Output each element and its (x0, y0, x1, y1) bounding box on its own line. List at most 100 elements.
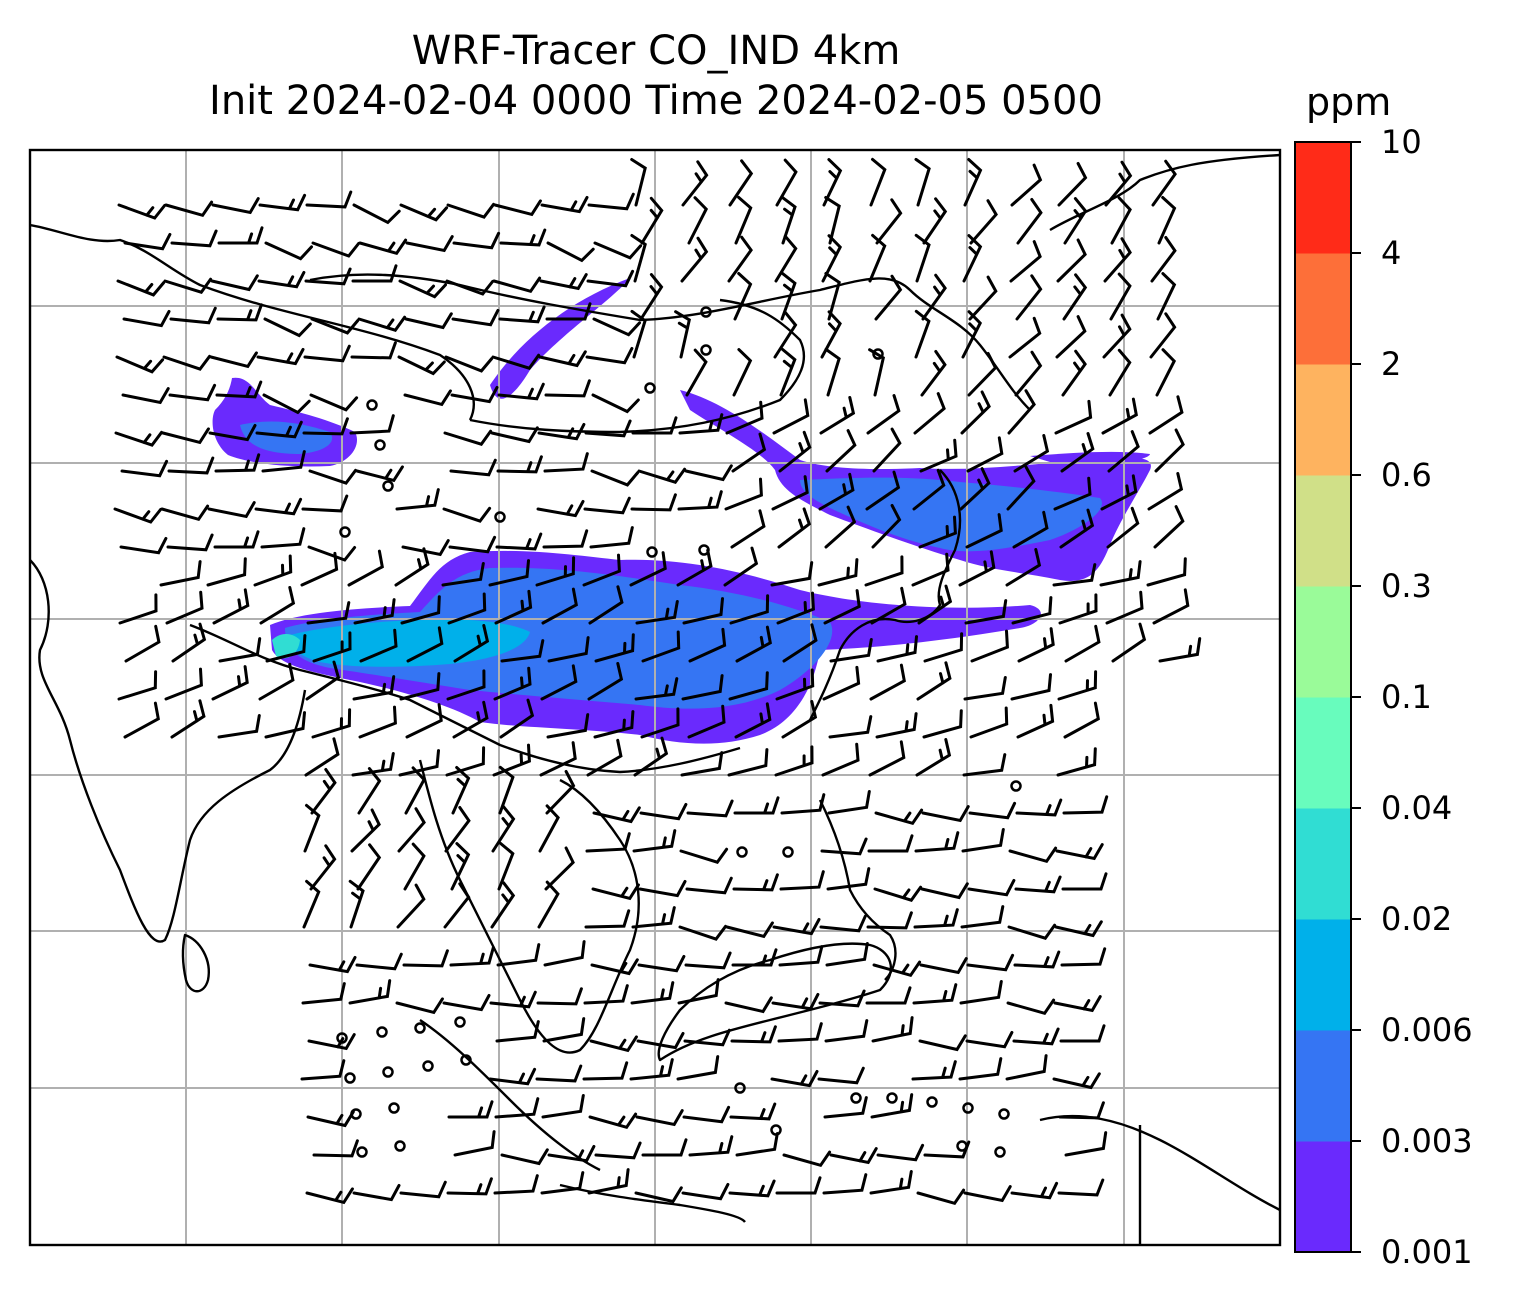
wind-barb (674, 310, 692, 359)
wind-barb (827, 790, 871, 815)
wind-barb (688, 1135, 734, 1157)
wind-barb (1099, 560, 1142, 587)
wind-barb (823, 589, 861, 625)
coastline-srilanka (181, 933, 210, 993)
wind-barb (780, 271, 797, 321)
wind-barb (911, 1060, 957, 1081)
wind-barb (824, 347, 841, 397)
wind-barb (630, 158, 647, 207)
wind-barb (164, 667, 203, 701)
wind-barb (207, 501, 256, 519)
wind-barb (352, 1184, 401, 1202)
wind-barb (405, 703, 443, 739)
wind-barb (822, 665, 861, 701)
wind-barb (923, 632, 964, 663)
wind-barb (403, 389, 452, 407)
wind-barb (734, 702, 772, 739)
wind-barb (677, 490, 723, 511)
wind-calm-marker (926, 1096, 938, 1108)
wind-barb (264, 241, 313, 261)
wind-barb (875, 712, 918, 739)
wind-barb (351, 264, 398, 283)
wind-barb (969, 706, 1009, 739)
wind-barb (634, 677, 679, 701)
wind-barb (395, 997, 444, 1015)
wind-barb (966, 953, 1015, 972)
wind-barb (826, 867, 871, 891)
wind-barb (920, 882, 969, 900)
wind-barb (775, 158, 798, 207)
wind-barb (677, 978, 720, 1005)
wind-calm-marker (382, 480, 394, 492)
wind-calm-marker (382, 1066, 394, 1078)
colorbar-units: ppm (1306, 80, 1392, 124)
wind-barb (259, 586, 296, 625)
wind-barb (355, 465, 404, 483)
wind-barb (491, 805, 516, 853)
wind-barb (357, 315, 407, 332)
wind-barb (728, 1179, 776, 1198)
wind-barb (1057, 1178, 1105, 1197)
wind-barb (723, 546, 759, 587)
wind-barb (1016, 198, 1043, 245)
wind-barb (494, 589, 533, 625)
wind-barb (685, 876, 733, 895)
wind-barb (591, 883, 640, 901)
wind-barb (1060, 947, 1107, 967)
wind-barb (542, 1017, 586, 1043)
wind-barb (1062, 273, 1088, 321)
coastline-indochina (418, 759, 640, 1054)
wind-barb (872, 427, 902, 473)
wind-barb (1053, 476, 1092, 511)
wind-barb (499, 698, 535, 739)
wind-barb (493, 666, 532, 701)
wind-barb (818, 989, 866, 1008)
wind-barb (1006, 998, 1056, 1016)
wind-barb (447, 592, 487, 625)
wind-barb (825, 429, 857, 473)
colorbar-segment (1295, 1141, 1351, 1253)
wind-barb (1054, 399, 1093, 435)
wind-barb (490, 881, 516, 929)
wind-barb (1059, 508, 1095, 549)
wind-barb (921, 805, 970, 823)
wind-barb (734, 195, 753, 245)
wind-barb (536, 500, 585, 518)
coastline-philippines (818, 799, 897, 981)
map-area (30, 150, 1280, 1245)
wind-barb (587, 662, 624, 701)
wind-barb (397, 355, 446, 376)
wind-barb (772, 398, 810, 435)
wind-barb (868, 348, 886, 397)
wind-barb (782, 1150, 832, 1168)
wind-barb (969, 199, 998, 245)
wind-barb (641, 1138, 688, 1157)
wind-barb (588, 1112, 638, 1130)
wind-barb (306, 601, 351, 625)
wind-barb-layer (113, 157, 1202, 1206)
wind-barb (867, 834, 914, 853)
wind-barb (535, 1064, 583, 1083)
wind-barb (452, 700, 489, 739)
wind-barb (1013, 950, 1061, 969)
wind-barb (257, 270, 306, 289)
wind-barb (442, 506, 492, 523)
wind-barb (870, 1093, 914, 1119)
wind-barb (874, 808, 924, 826)
wind-barb (357, 767, 382, 815)
wind-barb (311, 241, 361, 258)
wind-barb (916, 661, 952, 701)
wind-barb (819, 914, 867, 933)
wind-barb (1005, 1054, 1048, 1081)
wind-calm-marker (782, 846, 794, 858)
title-line-2: Init 2024-02-04 0000 Time 2024-02-05 050… (209, 78, 1103, 124)
border-central-asia (30, 223, 475, 421)
wind-barb (920, 350, 947, 397)
wind-barb (171, 622, 207, 663)
wind-barb (118, 593, 158, 625)
wind-barb (963, 676, 1007, 701)
wind-barb (687, 196, 709, 245)
wind-barb (820, 310, 842, 359)
wind-barb (873, 885, 923, 902)
wind-barb (211, 197, 260, 215)
